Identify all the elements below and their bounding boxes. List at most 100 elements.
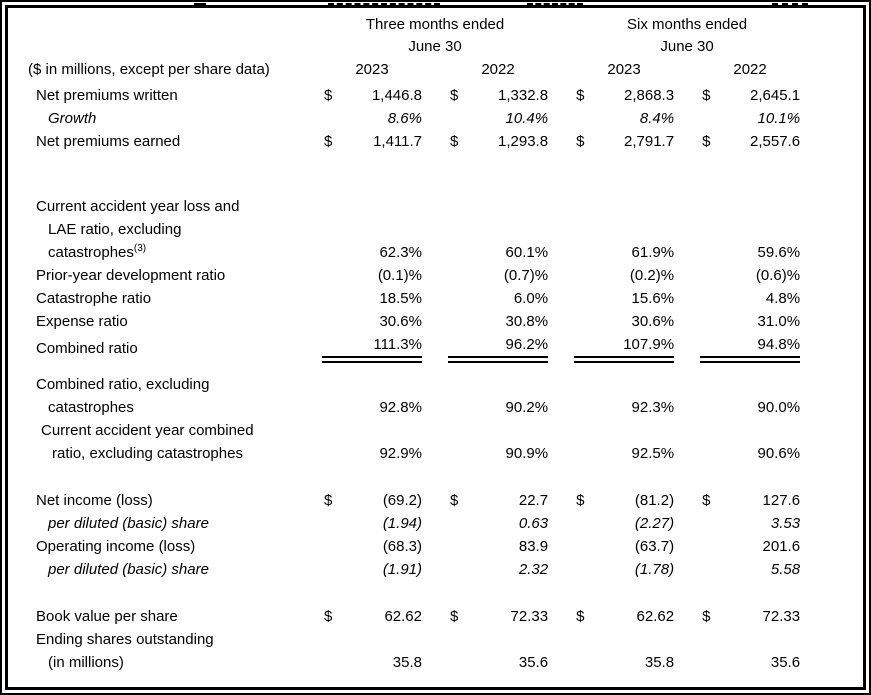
cell-value: (0.7)% xyxy=(503,267,549,284)
cell-value: 62.62 xyxy=(384,608,422,625)
cell-value: 15.6% xyxy=(631,290,675,307)
cell-value: (1.91) xyxy=(382,561,422,578)
cell-value: 94.8% xyxy=(726,333,801,363)
period-header-six-months: Six months ended xyxy=(627,16,748,33)
spacer-row xyxy=(28,153,800,195)
period-subheader-three-months: June 30 xyxy=(408,38,462,55)
cell-value: 59.6% xyxy=(757,244,801,261)
cell-value: 83.9 xyxy=(518,538,549,555)
cell-value: 107.9% xyxy=(600,333,675,363)
cell-value: (0.6)% xyxy=(755,267,801,284)
cell-value: 10.1% xyxy=(757,110,801,127)
cell-value: 22.7 xyxy=(518,492,549,509)
cell-value: (81.2) xyxy=(634,492,675,509)
cell-value: 92.9% xyxy=(379,445,422,462)
cell-value: 30.6% xyxy=(379,313,422,330)
cell-value: (68.3) xyxy=(382,538,422,555)
cell-value: 6.0% xyxy=(513,290,549,307)
table-row-cay-combined-ratio-ex-cat: Current accident year combined ratio, ex… xyxy=(28,419,800,465)
cell-value: (1.94) xyxy=(382,515,422,532)
spacer-row xyxy=(28,360,800,374)
cell-value: 5.58 xyxy=(770,561,801,578)
cell-value: 2,557.6 xyxy=(750,133,801,150)
cell-value: 0.63 xyxy=(518,515,549,532)
footnote-marker: (3) xyxy=(133,243,147,254)
spacer-row xyxy=(28,465,800,489)
cell-value: 30.8% xyxy=(505,313,549,330)
row-label: Expense ratio xyxy=(36,313,128,330)
currency-symbol: $ xyxy=(702,87,711,104)
spacer-row xyxy=(28,581,800,605)
currency-symbol: $ xyxy=(702,608,711,625)
row-label: Net income (loss) xyxy=(36,492,153,509)
border-artifact xyxy=(194,3,206,6)
table-row-net-premiums-earned: Net premiums earned $ 1,411.7 $ 1,293.8 … xyxy=(28,130,800,153)
financial-results-table: Three months ended Six months ended June… xyxy=(28,14,801,674)
cell-value: 62.3% xyxy=(379,244,422,261)
row-label-line: catastrophes xyxy=(48,399,134,416)
table-row-growth: Growth 8.6% 10.4% 8.4% 10.1% xyxy=(28,107,800,130)
period-subheader-row: June 30 June 30 xyxy=(28,36,800,58)
year-header: 2023 xyxy=(607,61,641,78)
year-header: 2023 xyxy=(355,61,389,78)
cell-value: 2,645.1 xyxy=(750,87,801,104)
row-label: Combined ratio, excluding catastrophes xyxy=(28,373,322,419)
cell-value: 2,791.7 xyxy=(624,133,675,150)
row-label: Catastrophe ratio xyxy=(36,290,152,307)
row-label: Operating income (loss) xyxy=(36,538,196,555)
cell-value: 92.5% xyxy=(631,445,675,462)
row-label: Net premiums written xyxy=(36,87,178,104)
cell-value: 90.0% xyxy=(757,399,801,416)
row-label-line: LAE ratio, excluding xyxy=(48,221,182,238)
cell-value: 31.0% xyxy=(757,313,801,330)
units-note: ($ in millions, except per share data) xyxy=(28,61,270,78)
cell-value: 1,332.8 xyxy=(498,87,549,104)
table-row-catastrophe-ratio: Catastrophe ratio 18.5% 6.0% 15.6% 4.8% xyxy=(28,287,800,310)
cell-value: 1,293.8 xyxy=(498,133,549,150)
row-label-line: Combined ratio, excluding xyxy=(36,376,210,393)
cell-value: 3.53 xyxy=(770,515,801,532)
currency-symbol: $ xyxy=(324,87,333,104)
cell-value: 2.32 xyxy=(518,561,549,578)
row-label-line: Ending shares outstanding xyxy=(36,631,214,648)
table-row-ending-shares-outstanding: Ending shares outstanding (in millions) … xyxy=(28,628,800,674)
cell-value: 30.6% xyxy=(631,313,675,330)
table-row-combined-ratio: Combined ratio 111.3% 96.2% 107.9% 94.8% xyxy=(28,333,801,363)
period-header-three-months: Three months ended xyxy=(365,16,505,33)
cell-value: (0.2)% xyxy=(629,267,675,284)
cell-value: 35.6 xyxy=(518,654,549,671)
currency-symbol: $ xyxy=(450,87,459,104)
row-label-line: Current accident year loss and xyxy=(36,198,240,215)
table-row-net-income-per-share: per diluted (basic) share (1.94) 0.63 (2… xyxy=(28,512,800,535)
row-label: per diluted (basic) share xyxy=(48,561,209,578)
currency-symbol: $ xyxy=(450,608,459,625)
border-artifact xyxy=(527,3,583,6)
row-label: Current accident year loss and LAE ratio… xyxy=(28,195,322,264)
cell-value: 35.8 xyxy=(392,654,422,671)
row-label: Book value per share xyxy=(36,608,178,625)
border-artifact xyxy=(328,3,440,6)
cell-value: 4.8% xyxy=(765,290,801,307)
table-row-prior-year-development-ratio: Prior-year development ratio (0.1)% (0.7… xyxy=(28,264,800,287)
cell-value: 127.6 xyxy=(762,492,801,509)
year-header-row: ($ in millions, except per share data) 2… xyxy=(28,58,800,84)
row-label-line: ratio, excluding catastrophes xyxy=(52,445,243,462)
period-header-row: Three months ended Six months ended xyxy=(28,14,800,36)
cell-value: 92.8% xyxy=(379,399,422,416)
table-row-book-value-per-share: Book value per share $ 62.62 $ 72.33 $ 6… xyxy=(28,605,800,628)
cell-value: (69.2) xyxy=(382,492,422,509)
table-row-net-premiums-written: Net premiums written $ 1,446.8 $ 1,332.8… xyxy=(28,84,800,107)
cell-value: 60.1% xyxy=(505,244,549,261)
row-label-line: (in millions) xyxy=(48,654,124,671)
border-artifact xyxy=(772,3,808,6)
cell-value: 96.2% xyxy=(474,333,549,363)
cell-value: 90.6% xyxy=(757,445,801,462)
cell-value: 90.2% xyxy=(505,399,549,416)
currency-symbol: $ xyxy=(702,492,711,509)
currency-symbol: $ xyxy=(576,133,585,150)
cell-value: 61.9% xyxy=(631,244,675,261)
cell-value: (1.78) xyxy=(634,561,675,578)
cell-value: 8.4% xyxy=(639,110,675,127)
row-label: Current accident year combined ratio, ex… xyxy=(28,419,322,465)
currency-symbol: $ xyxy=(576,87,585,104)
